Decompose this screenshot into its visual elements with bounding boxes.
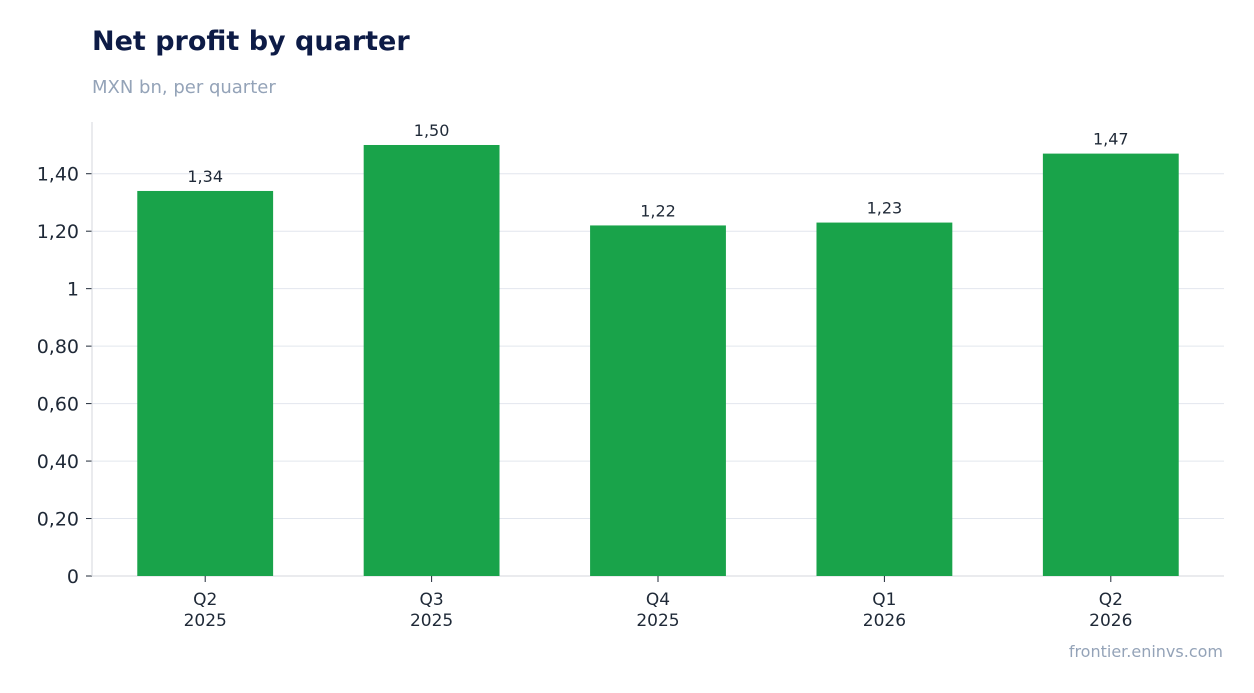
bar-value-label: 1,47 bbox=[1093, 130, 1129, 149]
x-tick-label-quarter: Q2 bbox=[193, 590, 217, 610]
x-tick-label-year: 2025 bbox=[184, 611, 227, 631]
y-tick-label: 0 bbox=[67, 566, 79, 588]
x-tick-label-quarter: Q3 bbox=[419, 590, 443, 610]
chart-subtitle: MXN bn, per quarter bbox=[92, 77, 276, 98]
bar-value-label: 1,34 bbox=[187, 167, 223, 186]
y-tick-label: 1,40 bbox=[37, 164, 79, 186]
bar-value-label: 1,50 bbox=[414, 121, 450, 140]
y-tick-label: 1,20 bbox=[37, 221, 79, 243]
chart-title: Net profit by quarter bbox=[92, 26, 410, 57]
y-tick-label: 1 bbox=[67, 279, 79, 301]
x-tick-label-quarter: Q4 bbox=[646, 590, 670, 610]
x-tick-label-year: 2026 bbox=[863, 611, 906, 631]
x-tick-label-quarter: Q1 bbox=[872, 590, 896, 610]
bar-value-label: 1,22 bbox=[640, 201, 676, 220]
bar bbox=[137, 190, 274, 576]
x-tick-label-year: 2025 bbox=[636, 611, 679, 631]
x-tick-label-year: 2026 bbox=[1089, 611, 1132, 631]
y-tick-label: 0,40 bbox=[37, 451, 79, 473]
y-tick-label: 0,60 bbox=[37, 394, 79, 416]
bar bbox=[590, 225, 726, 576]
y-tick-label: 0,80 bbox=[37, 336, 79, 358]
source-label: frontier.eninvs.com bbox=[1068, 642, 1223, 661]
y-tick-label: 0,20 bbox=[37, 509, 79, 531]
bar bbox=[816, 222, 953, 576]
x-tick-label-year: 2025 bbox=[410, 611, 453, 631]
x-tick-label-quarter: Q2 bbox=[1099, 590, 1123, 610]
bar bbox=[363, 144, 500, 576]
bar bbox=[1042, 153, 1179, 576]
bar-value-label: 1,23 bbox=[867, 199, 903, 218]
